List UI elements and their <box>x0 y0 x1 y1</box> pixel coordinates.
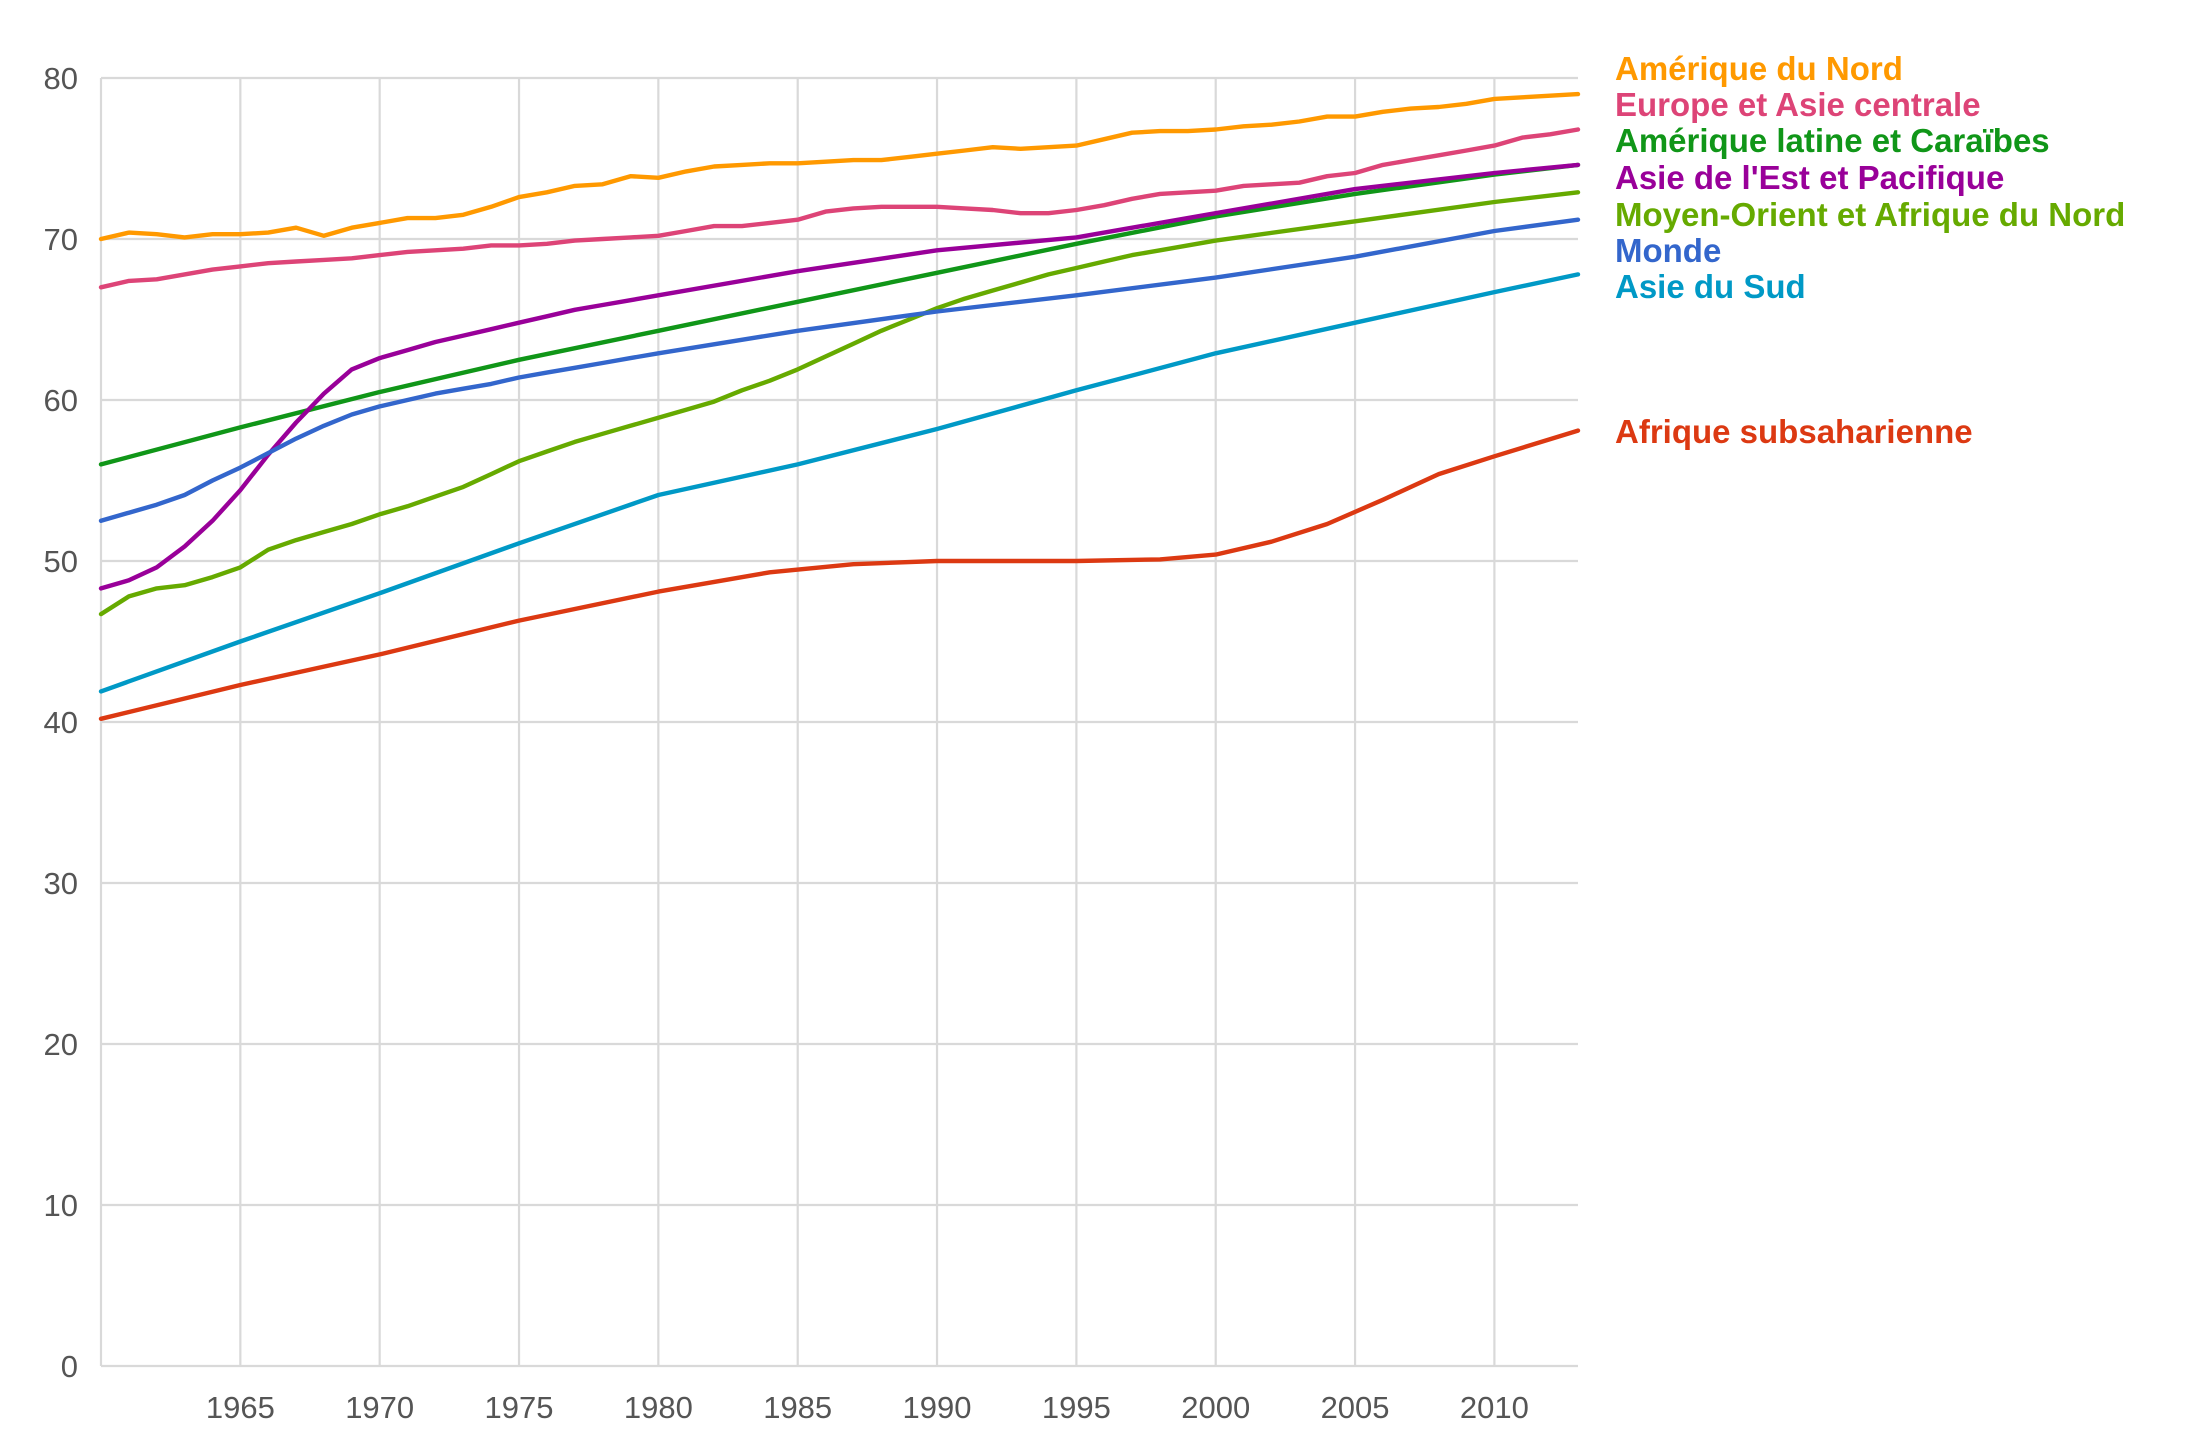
x-tick-label: 1990 <box>903 1390 972 1425</box>
legend-label-europe-et-asie-centrale: Europe et Asie centrale <box>1615 86 1981 123</box>
legend-label-asie-du-sud: Asie du Sud <box>1615 268 1806 305</box>
series-line-moyen-orient-et-afrique-du-nord <box>98 190 1581 617</box>
x-tick-label: 2010 <box>1460 1390 1529 1425</box>
x-tick-label: 2005 <box>1321 1390 1390 1425</box>
x-axis: 1965 1970 1975 1980 1985 1990 1995 2000 2005 2010 <box>206 1390 1529 1425</box>
grid <box>99 76 1578 1368</box>
y-tick-label: 10 <box>44 1188 78 1223</box>
legend-label-amerique-du-nord: Amérique du Nord <box>1615 50 1903 87</box>
y-tick-label: 50 <box>44 544 78 579</box>
x-tick-label: 1970 <box>345 1390 414 1425</box>
y-tick-label: 20 <box>44 1027 78 1062</box>
series-line-europe-et-asie-centrale <box>98 127 1581 290</box>
legend-label-afrique-subsaharienne: Afrique subsaharienne <box>1615 413 1973 450</box>
legend-label-asie-de-l-est-et-pacifique: Asie de l'Est et Pacifique <box>1615 159 2004 196</box>
y-tick-label: 30 <box>44 866 78 901</box>
series-line-asie-de-l-est-et-pacifique <box>98 162 1581 591</box>
series-line-asie-du-sud <box>98 272 1581 694</box>
x-tick-label: 1975 <box>485 1390 554 1425</box>
x-tick-label: 1965 <box>206 1390 275 1425</box>
plot-area <box>98 91 1581 721</box>
legend-label-moyen-orient-et-afrique-du-nord: Moyen-Orient et Afrique du Nord <box>1615 196 2125 233</box>
series-line-amerique-du-nord <box>98 91 1581 242</box>
y-axis: 0 10 20 30 40 50 60 70 80 <box>44 61 78 1384</box>
x-tick-label: 1980 <box>624 1390 693 1425</box>
x-tick-label: 2000 <box>1181 1390 1250 1425</box>
series-line-monde <box>98 217 1581 523</box>
legend-label-amerique-latine-et-caraibes: Amérique latine et Caraïbes <box>1615 122 2050 159</box>
series-line-afrique-subsaharienne <box>98 428 1581 721</box>
y-tick-label: 60 <box>44 383 78 418</box>
legend-label-monde: Monde <box>1615 232 1721 269</box>
y-tick-label: 80 <box>44 61 78 96</box>
y-tick-label: 40 <box>44 705 78 740</box>
y-tick-label: 0 <box>61 1349 78 1384</box>
y-tick-label: 70 <box>44 222 78 257</box>
x-tick-label: 1995 <box>1042 1390 1111 1425</box>
series-line-amerique-latine-et-caraibes <box>98 162 1581 467</box>
x-tick-label: 1985 <box>763 1390 832 1425</box>
